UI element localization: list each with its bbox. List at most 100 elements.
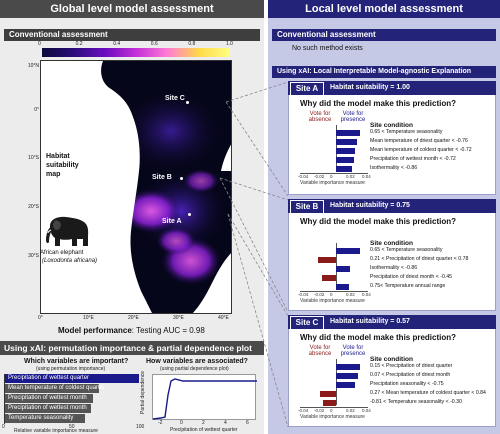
vote-presence-label: Vote for presence xyxy=(340,345,366,357)
lime-x-tick: 0.02 xyxy=(346,174,355,179)
site-a-label: Site A xyxy=(162,218,182,225)
map-label-2: suitability xyxy=(46,162,79,169)
perm-tick: 0 xyxy=(2,424,5,430)
habitat-map xyxy=(40,60,232,314)
conventional-header-right: Conventional assessment xyxy=(272,29,496,41)
species-latin: (Loxodonta africana) xyxy=(42,258,98,264)
perm-bar: Precipitation of wettest quarter xyxy=(5,374,139,383)
habitat-suitability-value: Habitat suitability = 0.57 xyxy=(330,318,410,325)
no-method-text: No such method exists xyxy=(292,45,363,52)
perm-bar: Temperature seasonality xyxy=(5,414,86,423)
site-header-bar xyxy=(288,81,496,95)
site-panel xyxy=(288,199,496,311)
colorbar-tick: 1.0 xyxy=(226,41,233,47)
elephant-icon xyxy=(46,216,89,246)
lime-x-tick: 0.02 xyxy=(346,408,355,413)
site-condition: 0.75< Temperature annual range xyxy=(370,283,446,289)
site-a-dot xyxy=(188,213,191,216)
site-condition-title: Site condition xyxy=(370,240,413,247)
site-condition: 0.15 < Precipitation of driest quarter xyxy=(370,363,453,369)
why-question: Why did the model make this prediction? xyxy=(300,217,457,226)
lime-x-tick: -0.02 xyxy=(314,408,325,413)
pdp-tick: 0 xyxy=(180,420,183,426)
perm-q2: How variables are associated? xyxy=(146,358,248,365)
vote-absence-label: Vote for absence xyxy=(308,345,332,357)
map-label: Habitat suitability map xyxy=(46,152,79,179)
lime-bar xyxy=(336,284,349,290)
site-condition: 0.65 < Temperature seasonality xyxy=(370,247,443,253)
lime-x-tick: -0.02 xyxy=(314,292,325,297)
lime-bar xyxy=(336,166,352,172)
perm-bar: Precipitation of wettest month xyxy=(5,394,94,403)
lon-tick: 20°E xyxy=(128,315,139,321)
pdp-y-label: Partial dependence xyxy=(140,370,146,414)
lime-bar xyxy=(320,391,336,397)
site-condition: Mean temperature of driest quarter < -0.… xyxy=(370,138,468,144)
lime-x-tick: 0 xyxy=(330,174,333,179)
performance-value: : Testing AUC = 0.98 xyxy=(131,326,205,335)
lime-x-label: Variable importance measure xyxy=(300,414,365,420)
pdp-tick: 6 xyxy=(246,420,249,426)
site-condition: Isothermality < -0.86 xyxy=(370,265,418,271)
site-c-dot xyxy=(186,101,189,104)
site-condition: Isothermality < -0.86 xyxy=(370,165,418,171)
conventional-header-left: Conventional assessment xyxy=(4,29,260,41)
lime-x-tick: 0.02 xyxy=(346,292,355,297)
lat-ticks: 10°N 0° 10°S 20°S 30°S xyxy=(18,60,40,314)
colorbar-tick: 0.8 xyxy=(188,41,196,47)
site-panel xyxy=(288,81,496,195)
perm-ticks: 0 50 100 xyxy=(2,424,144,430)
perm-q1-sub: (using permutation importance) xyxy=(36,366,106,372)
lat-tick: 0° xyxy=(34,107,39,113)
lime-x-tick: -0.04 xyxy=(298,174,309,179)
lime-bar xyxy=(318,257,336,263)
site-condition: Mean temperature of coldest quarter < -0… xyxy=(370,147,472,153)
lime-bar xyxy=(336,266,351,272)
lime-x-tick: 0 xyxy=(330,292,333,297)
site-b-label: Site B xyxy=(152,174,172,181)
colorbar-tick: 0.4 xyxy=(113,41,121,47)
lime-x-tick: -0.04 xyxy=(298,408,309,413)
lime-x-tick: -0.04 xyxy=(298,292,309,297)
perm-bars: Precipitation of wettest quarter Mean tem… xyxy=(4,374,140,426)
site-tag: Site B xyxy=(290,200,324,214)
site-condition: 0.65 < Temperature seasonality xyxy=(370,129,443,135)
lime-x-axis xyxy=(300,407,368,408)
perm-tick: 100 xyxy=(136,424,145,430)
site-condition-title: Site condition xyxy=(370,122,413,129)
lime-bar xyxy=(336,130,360,136)
lime-bar xyxy=(321,275,336,281)
lon-ticks: 0° 10°E 20°E 30°E 40°E xyxy=(38,315,232,323)
lon-tick: 0° xyxy=(38,315,43,321)
site-condition: Precipitation of driest month < -0.45 xyxy=(370,274,453,280)
colorbar-tick: 0.2 xyxy=(75,41,83,47)
lime-header: Using xAI: Local Interpretable Model-agn… xyxy=(272,66,496,78)
site-tag: Site A xyxy=(290,82,324,96)
site-condition: 0.21 < Precipitation of driest quarter <… xyxy=(370,256,469,262)
site-tag: Site C xyxy=(290,316,324,330)
site-condition-title: Site condition xyxy=(370,356,413,363)
perm-axis-y xyxy=(4,374,5,424)
lat-tick: 10°S xyxy=(28,155,39,161)
lime-bar xyxy=(336,139,357,145)
site-condition: 0.07 < Precipitation of driest month xyxy=(370,372,451,378)
site-b-dot xyxy=(180,177,183,180)
why-question: Why did the model make this prediction? xyxy=(300,99,457,108)
lime-bar xyxy=(336,364,360,370)
vote-presence-label: Vote for presence xyxy=(340,111,366,123)
lon-tick: 40°E xyxy=(218,315,229,321)
perm-x-label: Relative variable importance measure xyxy=(14,428,98,434)
lime-bar xyxy=(336,248,360,254)
lime-bar xyxy=(336,373,359,379)
perm-header: Using xAI: permutation importance & part… xyxy=(0,341,264,355)
perm-bar: Precipitation of wettest month xyxy=(5,404,91,413)
habitat-suitability-value: Habitat suitability = 0.75 xyxy=(330,202,410,209)
species-name: African elephant xyxy=(40,250,84,256)
lime-bar xyxy=(336,148,356,154)
local-title: Local level model assessment xyxy=(268,0,500,18)
site-condition: 0.27 < Mean temperature of coldest quart… xyxy=(370,390,486,396)
lime-bar xyxy=(336,157,354,163)
lat-tick: 10°N xyxy=(27,63,39,69)
colorbar-tick: 0.6 xyxy=(150,41,158,47)
lime-bar xyxy=(336,382,356,388)
